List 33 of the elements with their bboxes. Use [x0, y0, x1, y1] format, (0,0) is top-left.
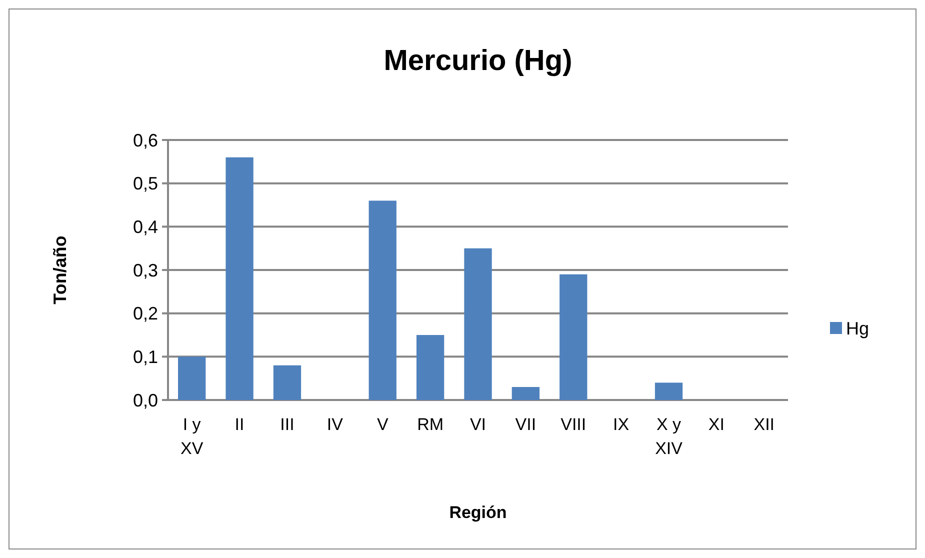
y-tick-label: 0,5	[132, 174, 158, 194]
y-tick-label: 0,6	[132, 130, 158, 150]
x-tick-label: XII	[754, 415, 775, 434]
x-tick-label: X y XIV	[655, 415, 684, 458]
bar	[654, 382, 683, 400]
bar	[273, 365, 302, 400]
x-tick-label: IX	[613, 415, 630, 434]
x-tick-label: IV	[326, 415, 344, 434]
x-tick-label: V	[376, 415, 389, 434]
y-tick-label: 0,0	[132, 390, 158, 410]
x-tick-label: VII	[515, 415, 536, 434]
x-axis-title: Región	[449, 503, 507, 522]
y-tick-label: 0,3	[132, 260, 158, 280]
bar	[368, 200, 396, 400]
legend-label: Hg	[846, 318, 870, 338]
x-tick-label: XI	[708, 415, 724, 434]
x-tick-label: RM	[417, 415, 444, 434]
x-tick-label: I y XV	[180, 415, 204, 458]
bar	[226, 157, 254, 400]
bar	[512, 387, 540, 400]
bar	[464, 248, 492, 400]
x-tick-label: III	[280, 415, 294, 434]
bar	[178, 356, 206, 400]
y-axis-title: Ton/año	[50, 236, 70, 304]
chart-title: Mercurio (Hg)	[384, 45, 572, 77]
y-tick-label: 0,2	[132, 304, 158, 324]
y-tick-label: 0,1	[132, 346, 158, 367]
x-tick-label: II	[234, 415, 244, 434]
y-tick-label: 0,4	[132, 216, 158, 237]
bar	[560, 274, 588, 400]
bar	[416, 335, 444, 400]
x-tick-label: VI	[470, 415, 486, 434]
x-tick-label: VIII	[560, 415, 586, 434]
